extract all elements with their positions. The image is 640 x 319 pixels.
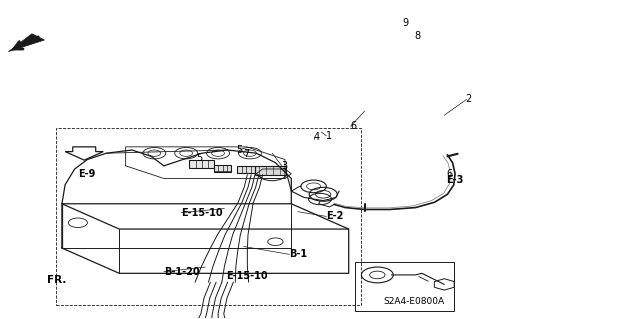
- Text: 3: 3: [282, 161, 288, 171]
- Text: B-1: B-1: [289, 249, 308, 259]
- Bar: [189, 160, 214, 168]
- Text: S2A4-E0800A: S2A4-E0800A: [384, 297, 445, 306]
- Text: 6: 6: [351, 121, 356, 131]
- Bar: [255, 166, 285, 175]
- Text: 5: 5: [196, 153, 202, 163]
- Text: 4: 4: [314, 132, 320, 142]
- Text: E-9: E-9: [78, 169, 95, 179]
- Bar: [355, 262, 454, 311]
- Text: 5: 5: [236, 145, 242, 155]
- Bar: [214, 165, 232, 172]
- Text: E-15-10: E-15-10: [226, 271, 268, 281]
- Text: E-15-10: E-15-10: [181, 208, 223, 218]
- Text: E-3: E-3: [446, 175, 463, 185]
- Text: 1: 1: [326, 131, 333, 141]
- Text: B-1-20: B-1-20: [164, 267, 200, 277]
- Text: 9: 9: [403, 18, 409, 28]
- Text: 6: 6: [446, 169, 452, 179]
- Text: FR.: FR.: [47, 275, 67, 285]
- Bar: [237, 166, 255, 173]
- Text: 7: 7: [244, 149, 250, 159]
- Text: E-2: E-2: [326, 211, 344, 221]
- Polygon shape: [8, 34, 45, 52]
- Text: 8: 8: [414, 31, 420, 41]
- Text: 2: 2: [465, 94, 472, 104]
